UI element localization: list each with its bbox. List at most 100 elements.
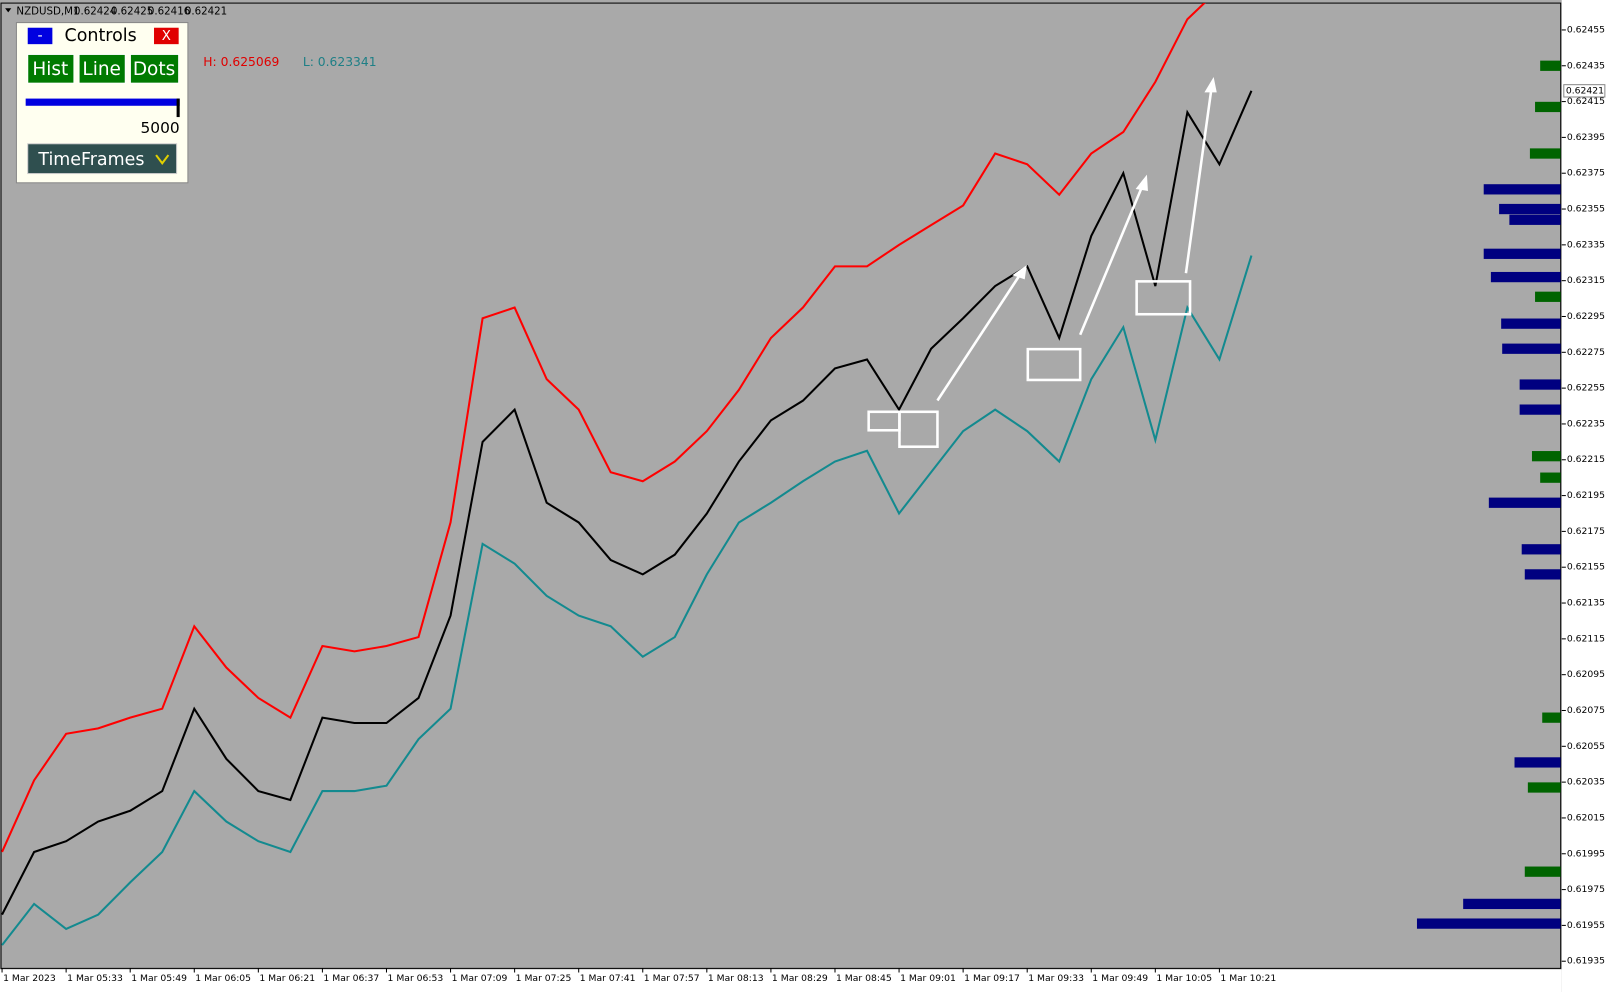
x-tick-label: 1 Mar 07:41 (580, 973, 636, 984)
x-tick-label: 1 Mar 10:05 (1156, 973, 1212, 984)
time-axis (0, 969, 1562, 992)
profile-bar (1542, 712, 1561, 723)
profile-bar (1514, 757, 1561, 768)
y-tick-label: 0.62035 (1567, 777, 1605, 788)
line-button[interactable] (78, 53, 126, 84)
profile-bar (1529, 148, 1561, 159)
y-tick-label: 0.62395 (1567, 132, 1605, 143)
y-tick-label: 0.62315 (1567, 275, 1605, 286)
current-price-label: 0.62421 (1566, 85, 1604, 96)
slider[interactable] (25, 98, 180, 106)
price-line (1, 255, 1253, 946)
price-line (1, 3, 1206, 853)
y-tick-label: 0.62255 (1567, 383, 1605, 394)
x-tick-label: 1 Mar 07:57 (644, 973, 700, 984)
y-tick-label: 0.62415 (1567, 96, 1605, 107)
profile-bar (1502, 343, 1561, 354)
y-tick-label: 0.62195 (1567, 490, 1605, 501)
profile-bar (1499, 203, 1561, 215)
y-tick-label: 0.62375 (1567, 168, 1605, 179)
timeframes-button[interactable] (27, 143, 178, 175)
y-tick-label: 0.62215 (1567, 454, 1605, 465)
profile-bar (1519, 379, 1561, 390)
profile-bar (1488, 497, 1561, 508)
x-tick-label: 1 Mar 06:37 (323, 973, 379, 984)
profile-bar (1531, 451, 1561, 462)
profile-bar (1521, 544, 1561, 555)
dots-button[interactable] (129, 53, 180, 84)
low-label: L: 0.623341 (303, 55, 377, 69)
slider-value: 5000 (141, 119, 180, 137)
y-tick-label: 0.62055 (1567, 741, 1605, 752)
ohlc: 0.62421 (185, 5, 227, 17)
panel-title: Controls (65, 26, 137, 46)
y-tick-label: 0.61995 (1567, 848, 1605, 859)
y-tick-label: 0.62015 (1567, 812, 1605, 823)
profile-bar (1416, 918, 1561, 929)
box (1135, 280, 1192, 316)
x-tick-label: 1 Mar 08:13 (708, 973, 764, 984)
y-tick-label: 0.61975 (1567, 884, 1605, 895)
y-tick-label: 0.62135 (1567, 598, 1605, 609)
x-tick-label: 1 Mar 06:05 (195, 973, 251, 984)
close-label: X (162, 29, 171, 44)
dropdown-icon (155, 154, 170, 165)
x-tick-label: 1 Mar 06:53 (388, 973, 444, 984)
minimize-button[interactable] (27, 27, 53, 45)
profile-bar (1540, 60, 1561, 71)
annotations (867, 77, 1217, 448)
x-tick-label: 1 Mar 08:45 (836, 973, 892, 984)
slider-handle[interactable] (176, 98, 180, 118)
y-tick-label: 0.62295 (1567, 311, 1605, 322)
x-tick-label: 1 Mar 07:25 (516, 973, 572, 984)
controls-panel: - Controls X Hist Line Dots 5000 TimeFra… (15, 22, 189, 184)
menu-icon (5, 8, 12, 13)
button-label: Hist (32, 59, 68, 80)
x-tick-label: 1 Mar 05:33 (67, 973, 123, 984)
y-tick-label: 0.62075 (1567, 705, 1605, 716)
close-button[interactable] (154, 27, 179, 45)
profile-bar (1501, 318, 1561, 329)
x-tick-label: 1 Mar 09:01 (900, 973, 956, 984)
timeframes-label: TimeFrames (37, 150, 144, 170)
y-tick-label: 0.62435 (1567, 60, 1605, 71)
x-tick-label: 1 Mar 05:49 (131, 973, 187, 984)
profile-bar (1540, 472, 1561, 483)
plot (1, 3, 1561, 946)
x-tick-label: 1 Mar 10:21 (1220, 973, 1276, 984)
profile-bar (1519, 404, 1561, 415)
profile-bar (1535, 291, 1561, 302)
y-tick-label: 0.62115 (1567, 633, 1605, 644)
profile-bar (1524, 866, 1561, 877)
ohlc: 0.62416 (148, 5, 190, 17)
button-label: Dots (133, 59, 175, 80)
y-tick-label: 0.62355 (1567, 204, 1605, 215)
symbol: NZDUSD,M1 (16, 5, 79, 17)
y-tick-label: 0.62095 (1567, 669, 1605, 680)
x-tick-label: 1 Mar 2023 (3, 973, 56, 984)
y-tick-label: 0.62175 (1567, 526, 1605, 537)
current-price-box (1563, 84, 1606, 98)
button-label: Line (82, 59, 120, 80)
ohlc: 0.62424 (74, 5, 116, 17)
y-tick-label: 0.62155 (1567, 562, 1605, 573)
hist-button[interactable] (27, 53, 75, 84)
y-tick-label: 0.61955 (1567, 920, 1605, 931)
minimize-label: - (37, 28, 42, 44)
y-tick-label: 0.62235 (1567, 418, 1605, 429)
box (898, 410, 939, 448)
price-axis (1561, 0, 1610, 992)
arrow (936, 87, 1213, 402)
profile-bar (1524, 569, 1561, 580)
ohlc: 0.62425 (111, 5, 153, 17)
x-tick-label: 1 Mar 07:09 (452, 973, 508, 984)
y-tick-label: 0.62275 (1567, 347, 1605, 358)
x-tick-label: 1 Mar 09:33 (1028, 973, 1084, 984)
profile-bar (1527, 782, 1561, 793)
x-tick-label: 1 Mar 06:21 (259, 973, 315, 984)
y-tick-label: 0.62455 (1567, 24, 1605, 35)
profile-bar (1463, 898, 1561, 910)
